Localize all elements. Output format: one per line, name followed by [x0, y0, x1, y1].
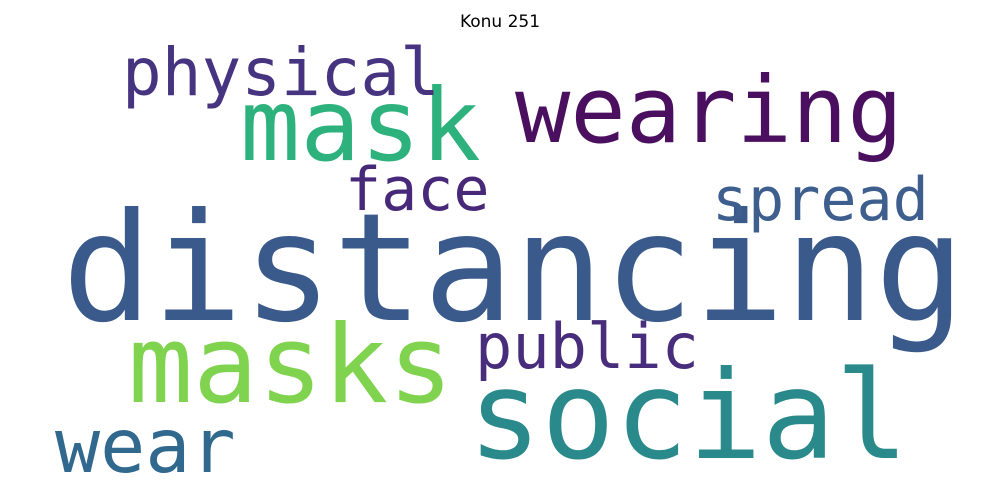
word-masks: masks: [128, 303, 453, 428]
word-mask: mask: [240, 67, 481, 184]
word-spread: spread: [712, 165, 929, 235]
word-social: social: [468, 345, 909, 487]
word-wearing: wearing: [515, 57, 903, 164]
word-face: face: [345, 155, 490, 225]
word-public: public: [475, 310, 699, 383]
page-title: Konu 251: [459, 12, 541, 32]
word-wear: wear: [55, 402, 236, 490]
word-physical: physical: [122, 34, 440, 111]
word-distancing: distancing: [62, 182, 965, 356]
